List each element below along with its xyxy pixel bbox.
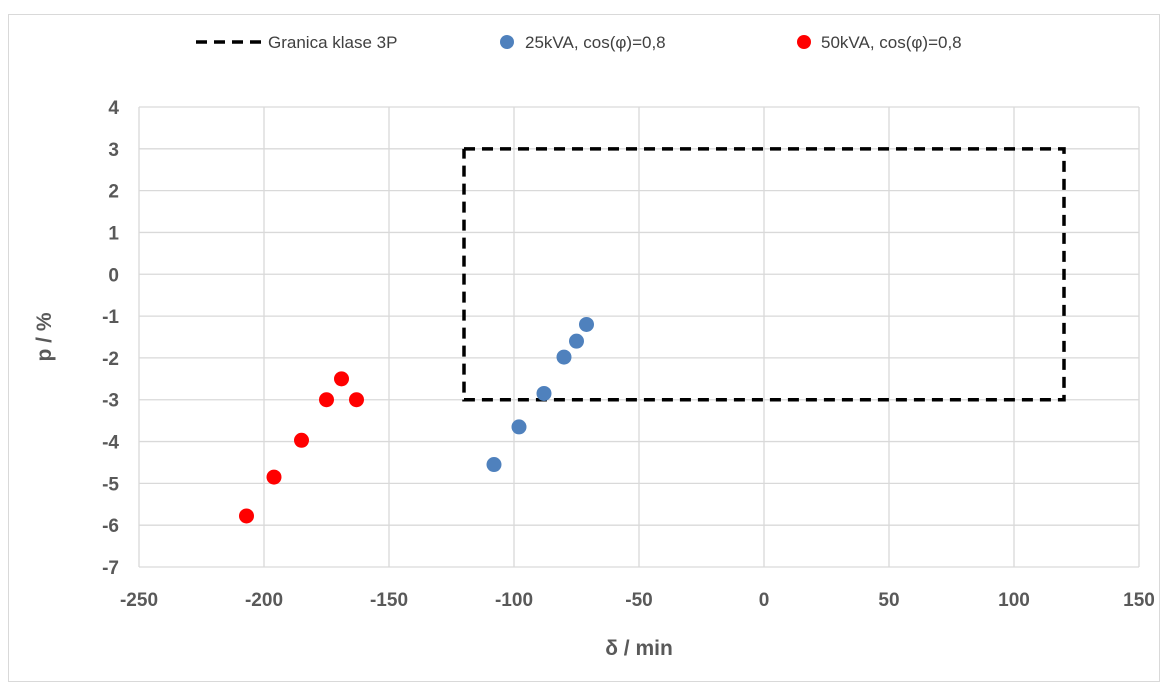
y-tick-label: -6 [102,516,119,537]
point-25kva [511,419,527,435]
x-axis-title: δ / min [605,637,673,660]
point-50kva [239,508,254,524]
y-tick-label: 3 [108,140,119,161]
y-tick-label: -7 [102,558,119,579]
legend-label-25kva: 25kVA, cos(φ)=0,8 [525,33,666,52]
scatter-chart: 4 3 2 1 0 -1 -2 -3 -4 -5 -6 -7-250 -200 -150 -100 -50 0 5… [33,33,1155,660]
y-axis-title: p / % [33,312,56,361]
x-tick-label: 150 [1123,590,1155,611]
point-25kva [486,457,502,473]
y-tick-label: -4 [102,433,119,454]
y-tick-label: 0 [108,265,119,286]
x-tick-label: -50 [625,590,652,611]
chart-frame: 4 3 2 1 0 -1 -2 -3 -4 -5 -6 -7 -250 -200 -150 -100 -50 0 5… [8,14,1160,682]
point-25kva [536,385,552,401]
point-50kva [294,432,309,448]
legend: Granica klase 3P 25kVA, cos(φ)=0,8 50kVA… [196,33,962,52]
x-tick-label: 50 [878,590,899,611]
y-tick-label: 2 [108,182,119,203]
x-tick-label: 100 [998,590,1030,611]
point-50kva [334,371,349,387]
class-boundary [462,147,1066,402]
point-25kva [556,349,572,365]
y-tick-label: -3 [102,391,119,412]
x-tick-label: -250 [120,590,158,611]
point-50kva [349,392,364,408]
legend-label-50kva: 50kVA, cos(φ)=0,8 [821,33,962,52]
boundary-line [462,147,1066,402]
point-50kva [319,392,334,408]
legend-marker-25kva [500,35,514,49]
grid [138,106,1140,568]
x-tick-label: -100 [495,590,533,611]
y-tick-label: -5 [102,474,119,495]
point-25kva [579,316,594,332]
x-tick-label: 0 [759,590,770,611]
x-tick-label: -200 [245,590,283,611]
data-points [239,316,594,524]
point-25kva [569,333,584,349]
y-tick-label: 1 [108,223,119,244]
y-tick-label: -2 [102,349,119,370]
x-tick-label: -150 [370,590,408,611]
y-tick-label: -1 [102,307,119,328]
y-tick-label: 4 [108,98,119,119]
point-50kva [266,469,282,485]
legend-marker-50kva [797,35,811,49]
tick-labels: 4 3 2 1 0 -1 -2 -3 -4 -5 -6 -7-250 -200 -150 -100 -50 0 5… [102,98,1155,611]
legend-boundary-label: Granica klase 3P [268,33,397,52]
